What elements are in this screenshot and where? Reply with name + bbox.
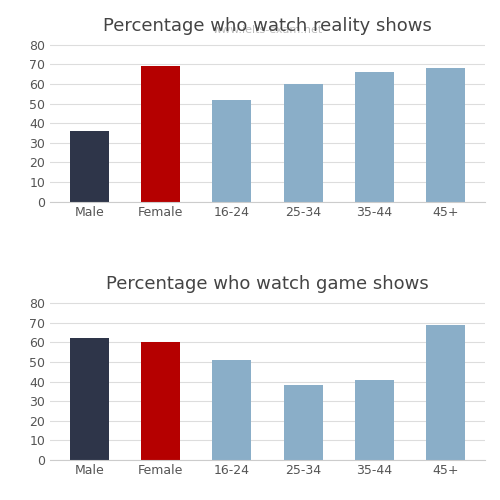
Title: Percentage who watch game shows: Percentage who watch game shows xyxy=(106,276,429,293)
Bar xyxy=(70,131,109,202)
Title: Percentage who watch reality shows: Percentage who watch reality shows xyxy=(103,17,432,35)
Text: www.ielts-exam.net: www.ielts-exam.net xyxy=(212,25,322,35)
Bar xyxy=(284,386,323,460)
Bar xyxy=(141,342,180,460)
Bar xyxy=(141,66,180,202)
Bar xyxy=(355,72,394,202)
Bar xyxy=(426,68,466,202)
Bar xyxy=(70,338,109,460)
Bar xyxy=(212,100,252,202)
Bar xyxy=(355,380,394,460)
Bar xyxy=(426,324,466,460)
Bar xyxy=(284,84,323,202)
Bar xyxy=(212,360,252,460)
